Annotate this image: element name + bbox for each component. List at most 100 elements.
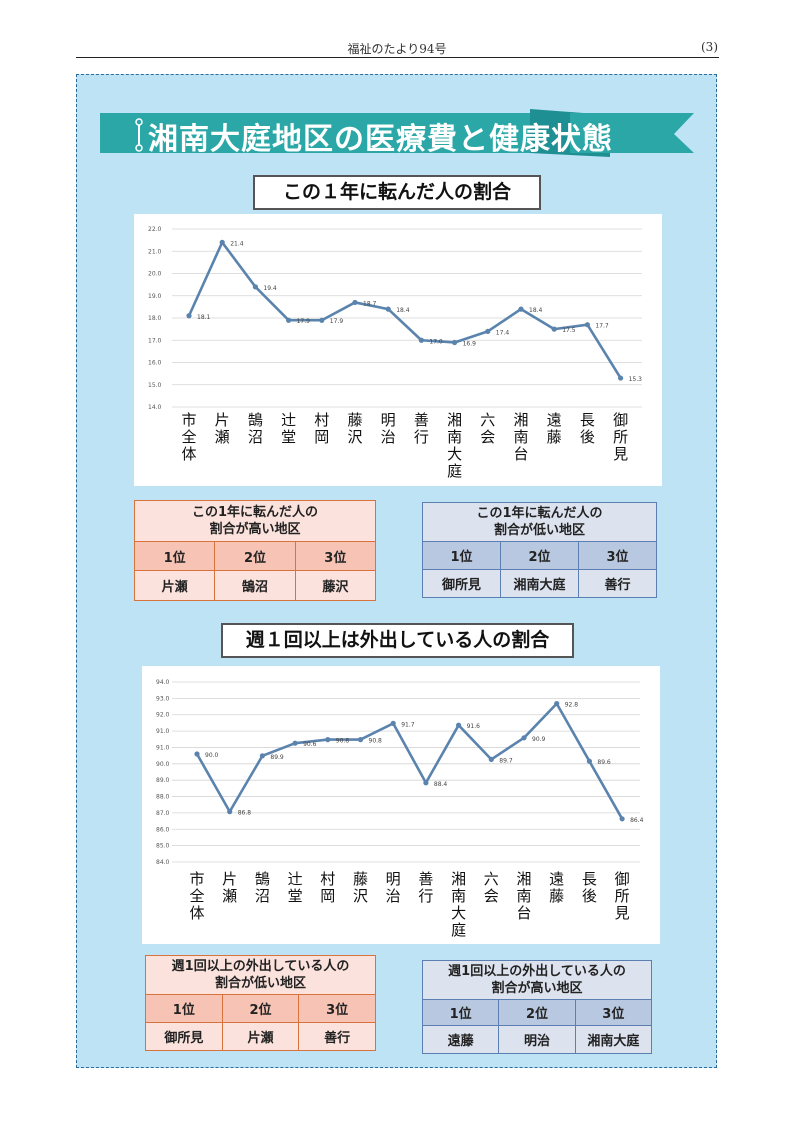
chart2-data-point <box>259 753 265 759</box>
chart2-data-point <box>619 816 625 822</box>
y-tick-label: 19.0 <box>148 293 162 300</box>
rank-cell: 2位 <box>221 994 300 1023</box>
chart2-data-point <box>194 751 200 757</box>
chart1-data-point <box>584 322 590 328</box>
chart2-data-point <box>292 740 298 746</box>
chart1-data-label: 18.4 <box>529 307 543 314</box>
chart1-data-label: 17.9 <box>297 318 311 325</box>
chart1-data-label: 17.9 <box>330 318 344 325</box>
table-header-line: 週1回以上の外出している人の <box>171 959 350 974</box>
rank-cell: 1位 <box>133 541 216 571</box>
chart2-data-point <box>586 758 592 764</box>
rank-cell: 2位 <box>500 541 579 570</box>
chart1-series-line <box>187 241 622 379</box>
table-header-line: 割合が高い地区 <box>209 522 301 537</box>
chart2-data-label: 89.7 <box>499 757 513 764</box>
table-header: 週1回以上の外出している人の 割合が低い地区 <box>145 955 376 995</box>
chart1-data-label: 21.4 <box>230 240 244 247</box>
low-fall-table: この1年に転んだ人の 割合が低い地区 1位 2位 3位 御所見 湘南大庭 善行 <box>422 502 657 598</box>
chart1-data-point <box>485 328 491 334</box>
chart2-data-point <box>488 756 494 762</box>
high-fall-table: この1年に転んだ人の 割合が高い地区 1位 2位 3位 片瀬 鵠沼 藤沢 <box>133 500 377 601</box>
chart2-data-label: 88.4 <box>434 781 448 788</box>
table-header: 週1回以上の外出している人の 割合が高い地区 <box>422 960 652 1000</box>
chart2-series-line <box>195 702 624 820</box>
y-tick-label: 84.0 <box>156 859 170 866</box>
district-cell: 御所見 <box>422 569 501 598</box>
rank-cell: 3位 <box>574 999 653 1026</box>
chart1-data-point <box>385 306 391 312</box>
chart2-data-label: 89.9 <box>270 754 284 761</box>
chart2-data-label: 90.8 <box>369 738 383 745</box>
chart1-data-point <box>252 284 258 290</box>
y-tick-label: 14.0 <box>148 404 162 411</box>
chart2-data-label: 90.0 <box>205 752 219 759</box>
chart2-area: 94.0 93.0 92.0 91.0 91.0 90.0 89.0 88.0 87.0 86.0… <box>142 666 660 944</box>
y-tick-label: 93.0 <box>156 695 170 702</box>
rank-cell: 3位 <box>298 994 376 1023</box>
y-tick-label: 15.0 <box>148 382 162 389</box>
chart2-data-label: 91.6 <box>467 723 481 730</box>
rank-cell: 3位 <box>294 541 377 571</box>
table-header-line: 割合が低い地区 <box>493 523 585 538</box>
chart2-category-label: 御所見 <box>614 870 630 922</box>
y-tick-label: 91.0 <box>156 728 170 735</box>
chart2-category-label: 片瀬 <box>222 870 238 905</box>
table-header: この1年に転んだ人の 割合が低い地区 <box>422 502 657 542</box>
rank-cell: 1位 <box>145 994 223 1023</box>
y-tick-label: 94.0 <box>156 679 170 686</box>
table-header-line: この1年に転んだ人の <box>476 506 603 521</box>
district-cell: 藤沢 <box>294 570 377 601</box>
page-header: 福祉のたより94号 (3) <box>76 40 718 58</box>
chart2-data-point <box>227 809 233 815</box>
chart1-category-label: 六会 <box>480 411 496 446</box>
chart1-data-point <box>352 299 358 306</box>
chart1-data-label: 17.5 <box>562 327 576 334</box>
chart1-data-label: 18.7 <box>363 300 377 307</box>
chart2-data-label: 89.6 <box>597 759 611 766</box>
district-cell: 片瀬 <box>221 1022 300 1051</box>
rank-cell: 2位 <box>214 541 296 571</box>
chart1-category-label: 辻堂 <box>281 411 297 446</box>
chart1-category-label: 鵠沼 <box>247 411 263 446</box>
chart2-plot: 94.0 93.0 92.0 91.0 91.0 90.0 89.0 88.0 87.0 86.0… <box>156 679 644 866</box>
chart1-data-label: 17.4 <box>496 329 510 336</box>
chart1-data-point <box>186 313 192 319</box>
y-tick-label: 86.0 <box>156 826 170 833</box>
chart1-plot: 22.0 21.0 20.0 19.0 18.0 17.0 16.0 15.0 14.0 18.1… <box>148 226 642 411</box>
chart1-data-label: 17.0 <box>429 338 443 345</box>
chart1-category-label: 片瀬 <box>214 411 230 446</box>
district-cell: 善行 <box>298 1022 376 1051</box>
chart2-category-label: 湘南台 <box>516 870 532 922</box>
table-header-line: 割合が高い地区 <box>491 981 583 996</box>
y-tick-label: 22.0 <box>148 226 162 233</box>
chart2-data-label: 86.8 <box>238 810 252 817</box>
y-tick-label: 88.0 <box>156 794 170 801</box>
chart1-data-point <box>551 326 557 332</box>
chart2-category-label: 明治 <box>385 870 401 905</box>
district-cell: 湘南大庭 <box>574 1025 653 1054</box>
chart2-data-label: 92.8 <box>565 702 579 709</box>
y-tick-label: 90.0 <box>156 761 170 768</box>
chart1-data-label: 19.4 <box>263 285 277 292</box>
district-cell: 明治 <box>498 1025 576 1054</box>
chart2-data-point <box>390 720 396 726</box>
district-cell: 片瀬 <box>133 570 216 601</box>
chart2-data-point <box>357 737 364 743</box>
chart2-category-label: 長後 <box>581 870 597 905</box>
chart2-category-label: 遠藤 <box>549 870 565 905</box>
chart1-category-label: 長後 <box>579 411 595 446</box>
chart1-data-label: 17.7 <box>595 323 609 330</box>
district-cell: 湘南大庭 <box>500 569 579 598</box>
newsletter-title: 福祉のたより94号 <box>347 42 447 56</box>
chart1-category-label: 湘南大庭 <box>447 411 463 480</box>
chart2-category-label: 藤沢 <box>352 870 368 905</box>
chart1-area: 22.0 21.0 20.0 19.0 18.0 17.0 16.0 15.0 14.0 18.1… <box>134 214 662 486</box>
rank-cell: 1位 <box>421 999 500 1026</box>
y-tick-label: 18.0 <box>148 315 162 322</box>
y-tick-label: 89.0 <box>156 777 170 784</box>
chart1-heading: この１年に転んだ人の割合 <box>253 175 541 210</box>
district-cell: 鵠沼 <box>214 570 296 601</box>
rank-cell: 3位 <box>578 541 657 570</box>
y-tick-label: 92.0 <box>156 712 170 719</box>
